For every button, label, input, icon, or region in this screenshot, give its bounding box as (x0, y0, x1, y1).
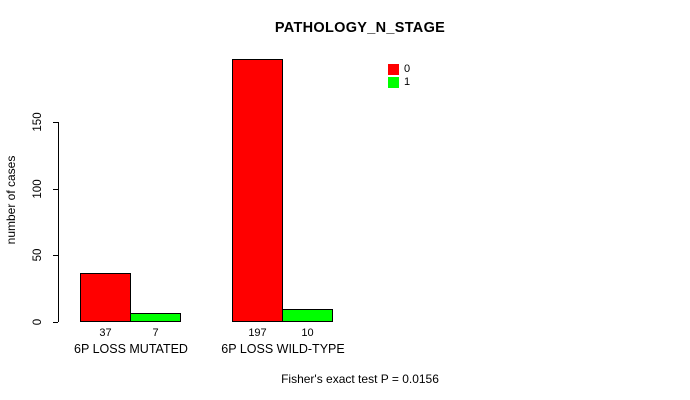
legend-swatch-icon (388, 77, 399, 88)
bar-1-6p-loss-mutated (130, 313, 181, 322)
bar-value-label: 197 (248, 327, 267, 339)
bar-0-6p-loss-mutated (80, 273, 131, 322)
bar-value-label: 10 (301, 327, 314, 339)
y-tick-label: 0 (32, 318, 44, 326)
legend-label: 1 (404, 76, 411, 88)
category-label: 6P LOSS WILD-TYPE (221, 342, 345, 356)
chart-title: PATHOLOGY_N_STAGE (274, 20, 446, 36)
legend-label: 0 (404, 63, 411, 75)
legend-swatch-icon (388, 64, 399, 75)
y-tick-label: 100 (32, 179, 44, 199)
y-axis-line (58, 122, 59, 322)
y-tick-mark (53, 322, 58, 323)
y-tick-label: 50 (32, 248, 44, 262)
y-axis-label: number of cases (4, 155, 18, 245)
y-tick-label: 150 (32, 112, 44, 132)
bar-1-6p-loss-wild-type (282, 309, 333, 322)
y-tick-mark (53, 255, 58, 256)
category-label: 6P LOSS MUTATED (74, 342, 188, 356)
y-tick-mark (53, 189, 58, 190)
footnote: Fisher's exact test P = 0.0156 (281, 372, 439, 386)
legend-item-1: 1 (388, 77, 410, 88)
bar-value-label: 7 (152, 327, 159, 339)
legend-item-0: 0 (388, 64, 410, 75)
bar-value-label: 37 (99, 327, 112, 339)
bar-0-6p-loss-wild-type (232, 59, 283, 322)
y-tick-mark (53, 122, 58, 123)
